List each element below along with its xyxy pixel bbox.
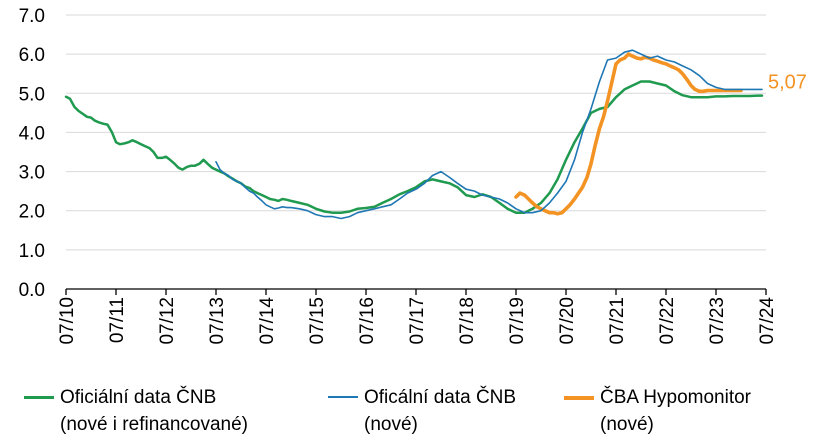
legend-item-cnb-all: Oficiální data ČNB (nové i refinancované… bbox=[24, 384, 248, 438]
legend-label-cnb-new: Oficální data ČNB (nové) bbox=[364, 387, 517, 435]
legend-label-cba: ČBA Hypomonitor (nové) bbox=[600, 387, 752, 435]
x-tick-label: 07/16 bbox=[357, 297, 378, 345]
y-tick-label: 2.0 bbox=[19, 202, 45, 223]
x-tick-label: 07/22 bbox=[657, 297, 678, 345]
x-tick-label: 07/19 bbox=[507, 297, 528, 345]
x-tick-label: 07/24 bbox=[757, 297, 778, 345]
y-tick-label: 4.0 bbox=[19, 123, 45, 144]
series-line-cnb-all bbox=[64, 80, 764, 214]
series-line-cnb-new bbox=[215, 49, 763, 220]
legend-swatch-blue bbox=[328, 396, 358, 398]
legend: Oficiální data ČNB (nové i refinancované… bbox=[0, 384, 814, 446]
y-tick-label: 3.0 bbox=[19, 163, 45, 184]
y-tick-label: 6.0 bbox=[19, 45, 45, 66]
y-axis-tick-labels: 0.0 1.0 2.0 3.0 4.0 5.0 6.0 7.0 bbox=[19, 6, 45, 301]
x-tick-label: 07/17 bbox=[407, 297, 428, 345]
x-tick-label: 07/13 bbox=[207, 297, 228, 345]
legend-label-cnb-all: Oficiální data ČNB (nové i refinancované… bbox=[60, 387, 248, 435]
legend-item-cnb-new: Oficální data ČNB (nové) bbox=[328, 384, 516, 438]
x-axis bbox=[65, 288, 767, 295]
x-axis-tick-labels: 07/10 07/11 07/12 07/13 07/14 07/15 07/16 07/17… bbox=[57, 297, 778, 345]
x-tick-label: 07/14 bbox=[257, 297, 278, 345]
x-tick-label: 07/18 bbox=[457, 297, 478, 345]
y-tick-label: 5.0 bbox=[19, 84, 45, 105]
gridlines bbox=[66, 14, 766, 251]
series-line-cba bbox=[514, 52, 743, 216]
x-tick-label: 07/12 bbox=[157, 297, 178, 345]
legend-item-cba: ČBA Hypomonitor (nové) bbox=[564, 384, 751, 438]
series-lines bbox=[64, 49, 764, 220]
y-tick-label: 7.0 bbox=[19, 6, 45, 27]
x-tick-label: 07/23 bbox=[707, 297, 728, 345]
x-tick-label: 07/15 bbox=[307, 297, 328, 345]
y-tick-label: 1.0 bbox=[19, 241, 45, 262]
x-tick-label: 07/21 bbox=[607, 297, 628, 345]
legend-swatch-orange bbox=[564, 396, 594, 400]
end-value-label: 5,07 bbox=[768, 72, 807, 94]
legend-swatch-green bbox=[24, 396, 54, 399]
x-tick-label: 07/11 bbox=[107, 297, 128, 343]
x-tick-label: 07/20 bbox=[557, 297, 578, 345]
line-chart: 0.0 1.0 2.0 3.0 4.0 5.0 6.0 7.0 07/10 07/11 07/12… bbox=[19, 6, 807, 345]
x-tick-label: 07/10 bbox=[57, 297, 78, 345]
y-tick-label: 0.0 bbox=[19, 280, 45, 301]
